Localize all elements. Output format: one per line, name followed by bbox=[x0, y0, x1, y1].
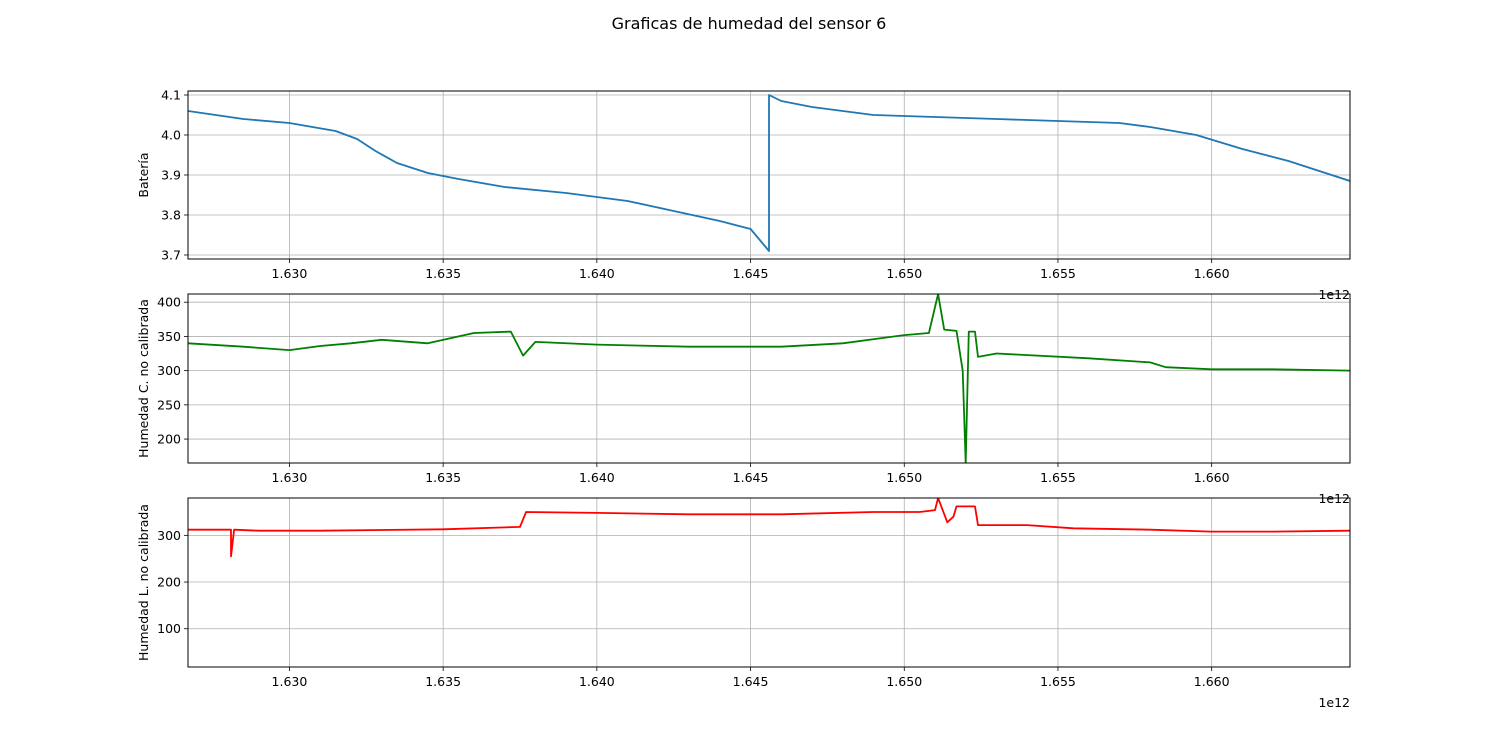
subplot-battery: 1.630 1.635 1.640 1.645 1.650 1.655 1.660 3.7 3.… bbox=[136, 88, 1351, 302]
x-tick-label: 1.630 bbox=[272, 674, 308, 689]
y-tick-label: 200 bbox=[157, 575, 181, 590]
series-line bbox=[188, 94, 1350, 252]
x-tick-label: 1.630 bbox=[272, 470, 308, 485]
x-tick-label: 1.655 bbox=[1040, 674, 1076, 689]
subplot-humidity-l: 1.630 1.635 1.640 1.645 1.650 1.655 1.660 100 20… bbox=[136, 497, 1351, 710]
x-offset-label: 1e12 bbox=[1318, 695, 1350, 710]
x-tick-label: 1.655 bbox=[1040, 266, 1076, 281]
y-tick-label: 300 bbox=[157, 528, 181, 543]
x-tick-label: 1.645 bbox=[733, 266, 769, 281]
x-tick-label: 1.650 bbox=[886, 674, 922, 689]
y-tick-label: 3.9 bbox=[161, 168, 181, 183]
series-line bbox=[188, 294, 1350, 463]
x-tick-label: 1.660 bbox=[1194, 470, 1230, 485]
y-tick-label: 3.7 bbox=[161, 248, 181, 263]
x-tick-label: 1.645 bbox=[733, 470, 769, 485]
series-line bbox=[188, 498, 1350, 558]
x-tick-label: 1.635 bbox=[425, 674, 461, 689]
x-tick-label: 1.645 bbox=[733, 674, 769, 689]
x-tick-label: 1.635 bbox=[425, 266, 461, 281]
x-tick-label: 1.650 bbox=[886, 470, 922, 485]
y-tick-label: 300 bbox=[157, 363, 181, 378]
y-tick-label: 4.1 bbox=[161, 88, 181, 103]
y-tick-label: 250 bbox=[157, 397, 181, 412]
x-tick-label: 1.640 bbox=[579, 470, 615, 485]
y-tick-label: 3.8 bbox=[161, 208, 181, 223]
x-tick-label: 1.655 bbox=[1040, 470, 1076, 485]
y-axis-label: Batería bbox=[136, 152, 151, 197]
y-axis-label: Humedad C. no calibrada bbox=[136, 299, 151, 458]
y-tick-label: 100 bbox=[157, 621, 181, 636]
x-tick-label: 1.640 bbox=[579, 674, 615, 689]
subplot-humidity-c: 1.630 1.635 1.640 1.645 1.650 1.655 1.660 200 25… bbox=[136, 293, 1351, 506]
y-tick-label: 400 bbox=[157, 295, 181, 310]
axes-frame bbox=[187, 90, 1351, 260]
x-tick-label: 1.630 bbox=[272, 266, 308, 281]
y-tick-label: 350 bbox=[157, 329, 181, 344]
y-tick-label: 200 bbox=[157, 432, 181, 447]
figure-title: Graficas de humedad del sensor 6 bbox=[612, 14, 887, 33]
x-tick-label: 1.640 bbox=[579, 266, 615, 281]
x-tick-label: 1.650 bbox=[886, 266, 922, 281]
y-tick-label: 4.0 bbox=[161, 128, 181, 143]
x-tick-label: 1.635 bbox=[425, 470, 461, 485]
y-axis-label: Humedad L. no calibrada bbox=[136, 504, 151, 661]
axes-frame bbox=[187, 497, 1351, 668]
axes-frame bbox=[187, 293, 1351, 464]
x-tick-label: 1.660 bbox=[1194, 674, 1230, 689]
x-tick-label: 1.660 bbox=[1194, 266, 1230, 281]
